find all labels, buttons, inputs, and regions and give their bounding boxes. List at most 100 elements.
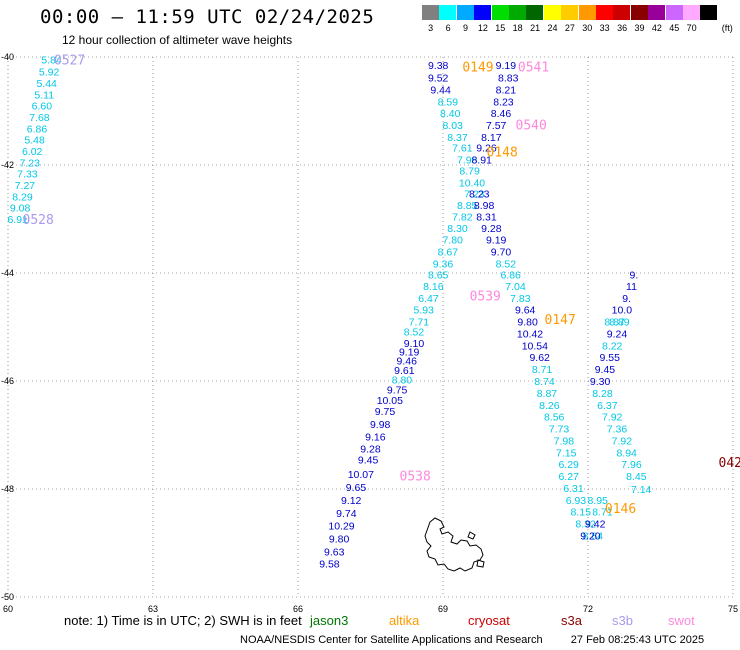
wave-height-label: 5.44	[36, 78, 57, 90]
wave-height-label: 7.27	[15, 180, 36, 192]
wave-height-label: 7.71	[409, 317, 430, 329]
wave-height-label: 6.27	[558, 471, 579, 483]
color-swatch	[648, 5, 666, 20]
color-scale-label: 12	[477, 23, 488, 33]
pass-time-label: 0146	[605, 502, 636, 517]
color-scale-label: 39	[634, 23, 645, 33]
wave-height-label: 9.74	[336, 508, 357, 520]
wave-height-label: 8.71	[532, 364, 553, 376]
lon-tick-label: 63	[148, 604, 158, 614]
wave-height-label: 9.98	[370, 419, 391, 431]
color-scale-label: 9	[462, 23, 469, 33]
map-grid: 60 63 66 69 72 75 -40 -42 -44 -46 -48 -50	[1, 52, 738, 614]
lat-tick-label: -50	[1, 592, 14, 602]
kerguelen-coastline	[424, 517, 485, 572]
wave-height-label: 8.03	[442, 120, 463, 132]
lon-tick-label: 69	[438, 604, 448, 614]
note-text: note: 1) Time is in UTC; 2) SWH is in fe…	[64, 613, 302, 628]
lon-tick-label: 66	[293, 604, 303, 614]
footer-credit: NOAA/NESDIS Center for Satellite Applica…	[240, 634, 704, 646]
wave-height-label: 8.37	[447, 132, 468, 144]
wave-height-label: 9.64	[515, 305, 536, 317]
color-scale-label: 36	[617, 23, 628, 33]
wave-height-label: 8.74	[534, 376, 555, 388]
wave-height-label: 7.14	[631, 484, 652, 496]
wave-height-label: 8.95	[587, 495, 608, 507]
wave-height-label: 7.82	[452, 211, 473, 223]
color-swatch	[439, 5, 457, 20]
page-title: 00:00 – 11:59 UTC 02/24/2025	[40, 6, 375, 28]
wave-height-label: 9.30	[590, 376, 611, 388]
wave-height-label: 9.19	[496, 60, 517, 72]
wave-height-label: 8.40	[440, 108, 461, 120]
color-scale-label: 15	[495, 23, 506, 33]
wave-height-label: 8.31	[476, 211, 497, 223]
wave-height-label: 8.91	[471, 155, 492, 167]
wave-height-label: 9.80	[329, 534, 350, 546]
legend-item-swot: swot	[668, 613, 695, 628]
wave-height-label: 5.11	[34, 89, 54, 101]
color-swatch	[578, 5, 596, 20]
color-scale-label: 27	[564, 23, 575, 33]
wave-height-label: 9.38	[428, 60, 449, 72]
wave-height-label: 6.37	[597, 400, 618, 412]
wave-height-label: 9.62	[529, 352, 550, 364]
legend-item-cryosat: cryosat	[468, 613, 510, 628]
wave-height-label: 6.60	[32, 101, 53, 113]
wave-height-label: 8.46	[491, 108, 512, 120]
footer-center: NOAA/NESDIS Center for Satellite Applica…	[240, 634, 543, 646]
wave-height-label: 8.71	[592, 507, 613, 519]
legend-item-altika: altika	[389, 613, 420, 628]
wave-height-label: 9.75	[375, 406, 396, 418]
lat-tick-label: -46	[1, 376, 14, 386]
wave-height-label: 9.52	[428, 73, 449, 85]
pass-time-label: 0149	[462, 61, 493, 76]
wave-height-label: 8.26	[539, 400, 560, 412]
lon-tick-label: 72	[583, 604, 593, 614]
wave-height-label: 9.26	[476, 143, 497, 155]
color-swatch	[474, 5, 492, 20]
wave-height-label: 6.02	[22, 146, 43, 158]
color-swatch	[456, 5, 474, 20]
wave-height-label: 6.91	[7, 214, 28, 226]
wave-height-label: 7.73	[549, 424, 570, 436]
color-swatch	[596, 5, 613, 20]
wave-height-label: 8.23	[493, 96, 514, 108]
wave-height-label: 11	[626, 281, 637, 293]
color-scale-label: 30	[582, 23, 593, 33]
wave-height-label: 7.68	[29, 112, 50, 124]
wave-height-label: 8.22	[602, 340, 623, 352]
wave-height-label: 7.23	[20, 157, 41, 169]
wave-height-label: 8.59	[438, 96, 459, 108]
color-scale-unit: (ft)	[721, 23, 733, 33]
lat-tick-label: -44	[1, 268, 14, 278]
wave-height-label: 10.05	[377, 395, 403, 407]
wave-height-label: 9.36	[433, 258, 454, 270]
wave-height-label: 8.21	[496, 84, 517, 96]
wave-height-label: 9.16	[365, 432, 386, 444]
wave-height-label: 9.65	[346, 482, 367, 494]
legend-item-jason3: jason3	[310, 613, 349, 628]
pass-time-label: 042	[719, 456, 740, 471]
color-scale-label: 24	[547, 23, 558, 33]
color-scale-label: 18	[512, 23, 523, 33]
wave-height-label: 8.52	[496, 258, 517, 270]
wave-height-label: 9.	[622, 293, 631, 305]
color-scale-label: 45	[669, 23, 680, 33]
wave-height-label: 9.24	[607, 328, 628, 340]
color-scale-label: 6	[445, 23, 451, 33]
footer-timestamp: 27 Feb 08:25:43 UTC 2025	[570, 634, 705, 646]
wave-height-label: 7.04	[505, 281, 526, 293]
wave-height-label: 6.93	[566, 495, 587, 507]
color-swatch	[700, 5, 718, 20]
wave-height-label: 8.56	[544, 412, 565, 424]
wave-height-label: 9.	[630, 270, 639, 282]
wave-height-label: 10.07	[348, 469, 374, 481]
pass-time-label: 0538	[400, 470, 431, 485]
wave-height-label: 8.87	[537, 388, 558, 400]
pass-time-label: 0148	[487, 146, 518, 161]
wave-height-label: 10.42	[517, 328, 543, 340]
wave-height-label: 7.96	[621, 459, 642, 471]
altimeter-tracks: 5.845.925.445.116.607.686.865.486.027.23…	[7, 55, 651, 571]
wave-height-label: 9.19	[399, 346, 420, 358]
